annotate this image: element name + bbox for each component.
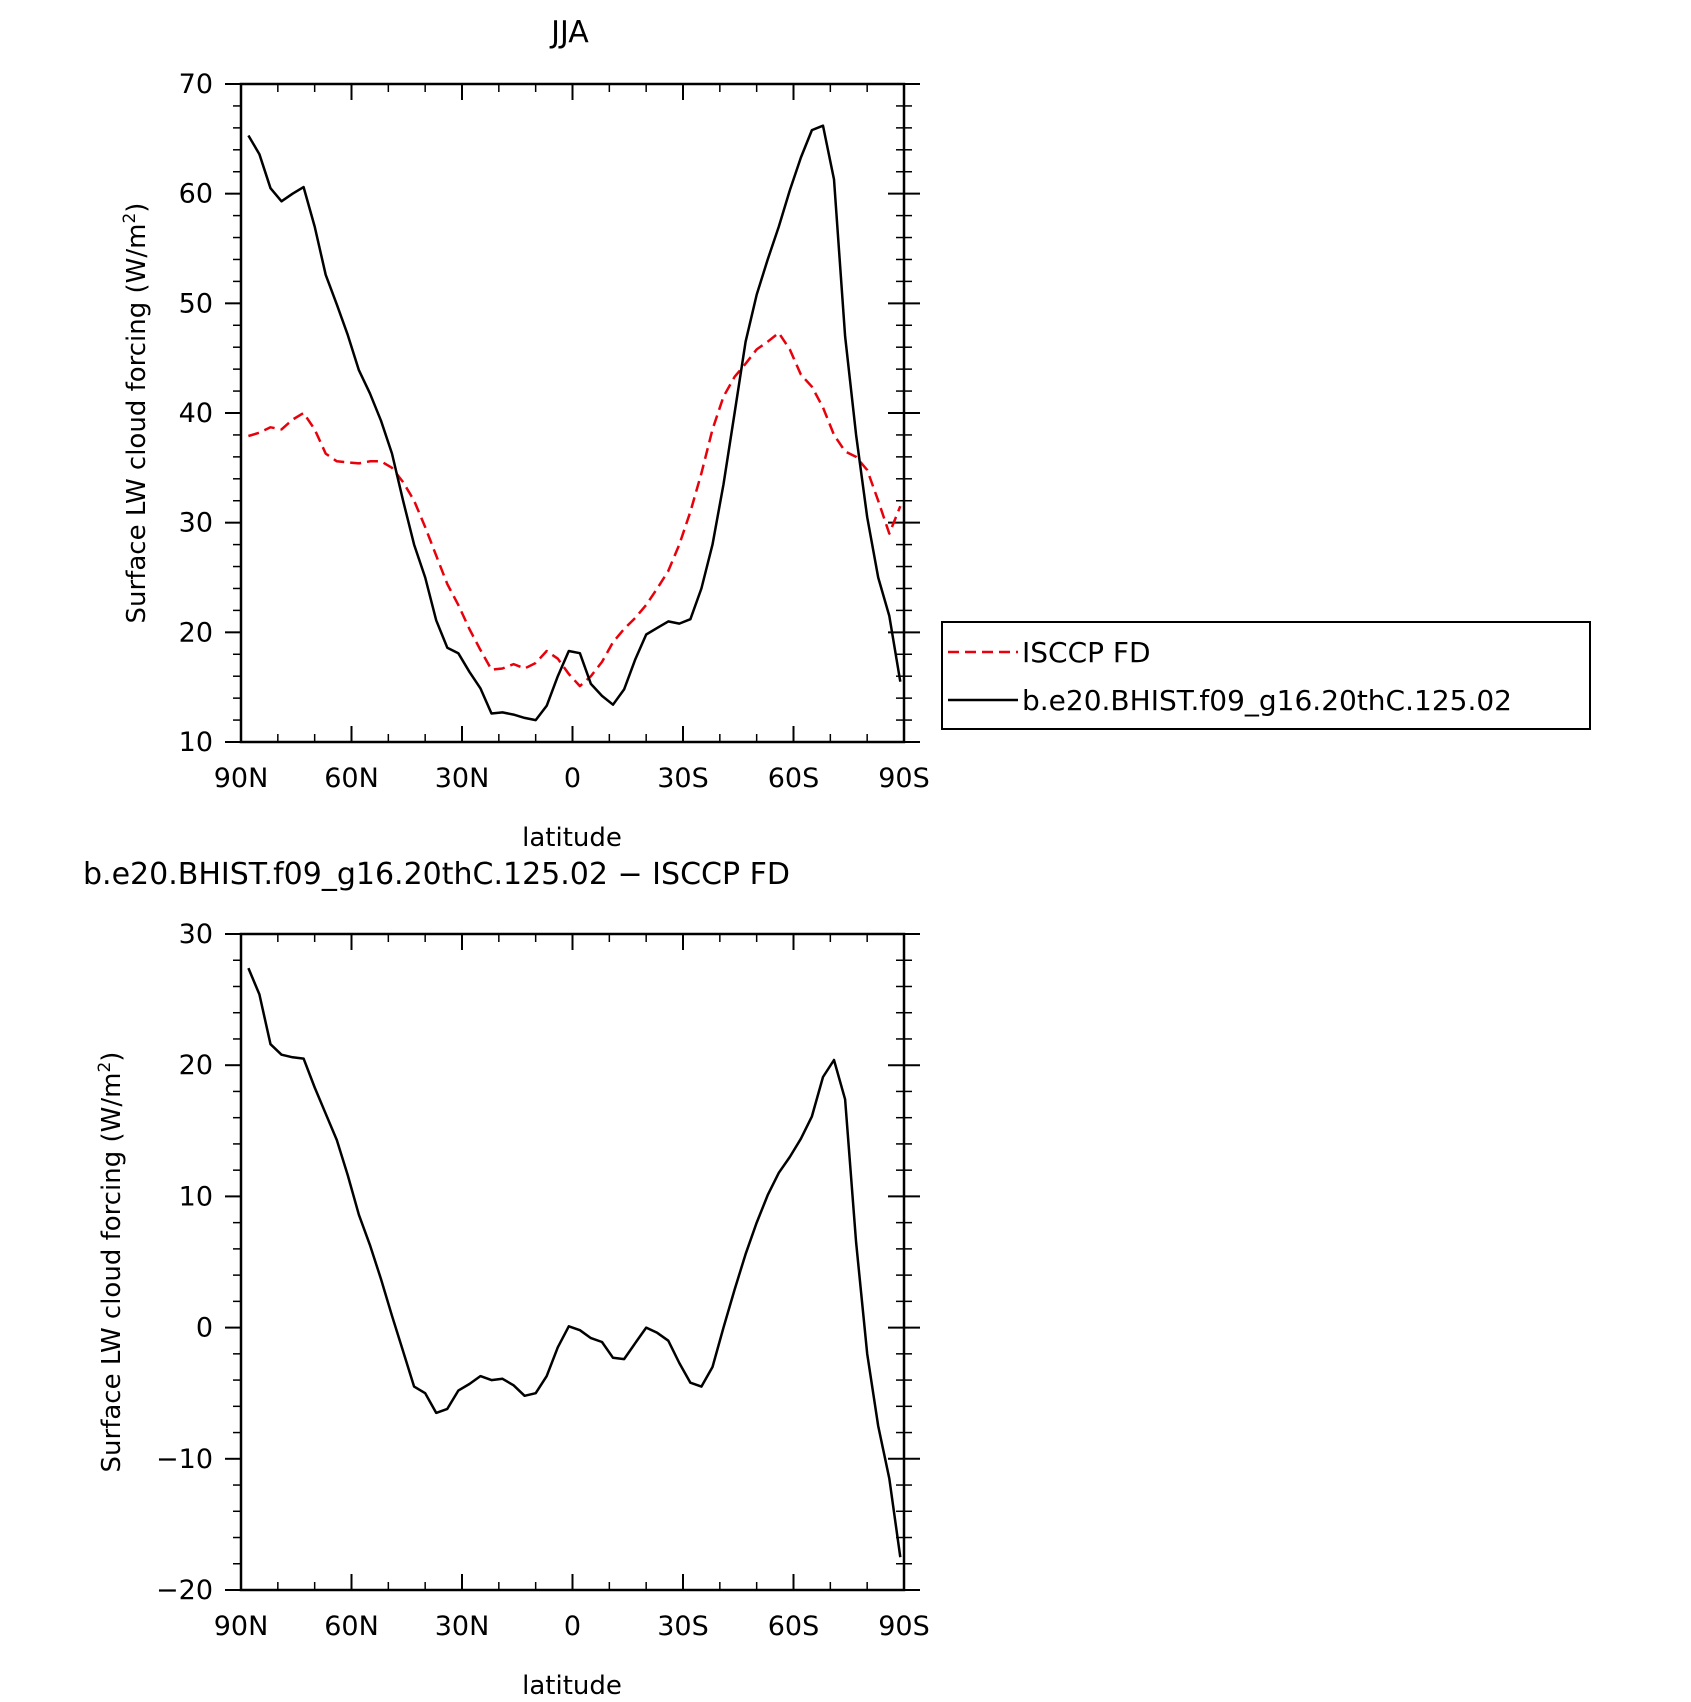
- bottom-chart-y-tick-label: 20: [179, 1050, 213, 1081]
- top-chart-y-tick-label: 30: [179, 508, 213, 539]
- top-chart-panel: JJA 90N 60N 30N 0 30S 60S 90S 10 20 30 40 50 60 70 la…: [120, 15, 930, 853]
- legend-label-model: b.e20.BHIST.f09_g16.20thC.125.02: [1022, 684, 1512, 717]
- bottom-chart-x-tick-label: 90N: [214, 1611, 269, 1642]
- top-chart-title: JJA: [549, 15, 589, 50]
- top-chart-series-line-2: [247, 124, 902, 722]
- bottom-chart-plot-frame: [239, 932, 906, 1592]
- top-chart-x-tick-label: 0: [564, 763, 581, 794]
- top-chart-y-tick-label: 40: [179, 398, 213, 429]
- bottom-chart-series-group: [247, 967, 902, 1558]
- bottom-chart-x-tick-label: 60S: [768, 1611, 820, 1642]
- bottom-chart-y-tick-label: 0: [196, 1313, 213, 1344]
- top-chart-y-tick-label: 60: [179, 179, 213, 210]
- top-chart-axes: 90N 60N 30N 0 30S 60S 90S 10 20 30 40 50 60 70: [179, 69, 930, 794]
- bottom-chart-x-tick-label: 30N: [435, 1611, 490, 1642]
- top-chart-legend: ISCCP FD b.e20.BHIST.f09_g16.20thC.125.0…: [941, 621, 1591, 730]
- top-chart-x-tick-label: 90N: [214, 763, 269, 794]
- top-chart-x-tick-label: 60S: [768, 763, 820, 794]
- top-chart-y-axis-label: Surface LW cloud forcing (W/m2): [120, 203, 152, 624]
- legend-label-isccp-fd: ISCCP FD: [1022, 636, 1151, 669]
- top-chart-x-tick-label: 30N: [435, 763, 490, 794]
- top-chart-x-tick-label: 30S: [657, 763, 709, 794]
- bottom-chart-x-tick-label: 0: [564, 1611, 581, 1642]
- top-chart-y-tick-label: 50: [179, 288, 213, 319]
- top-chart-y-tick-label: 70: [179, 69, 213, 100]
- top-chart-y-tick-label: 20: [179, 617, 213, 648]
- bottom-chart-axes: 90N 60N 30N 0 30S 60S 90S −20 −10 0 10 20 30: [156, 919, 930, 1642]
- legend-box: [941, 621, 1591, 730]
- bottom-chart-y-tick-label: −10: [156, 1444, 213, 1475]
- top-chart-series-group: [247, 124, 902, 722]
- bottom-chart-y-axis-label: Surface LW cloud forcing (W/m2): [95, 1052, 127, 1473]
- top-chart-plot-frame: [239, 82, 906, 744]
- bottom-chart-title: b.e20.BHIST.f09_g16.20thC.125.02 − ISCCP…: [83, 857, 790, 892]
- bottom-chart-series-line-1: [247, 967, 902, 1558]
- top-chart-x-tick-label: 60N: [324, 763, 379, 794]
- bottom-chart-x-tick-label: 60N: [324, 1611, 379, 1642]
- bottom-chart-y-tick-label: 30: [179, 919, 213, 950]
- top-chart-x-axis-label: latitude: [522, 823, 622, 853]
- bottom-chart-x-tick-label: 30S: [657, 1611, 709, 1642]
- top-chart-x-tick-label: 90S: [878, 763, 930, 794]
- bottom-chart-x-axis-label: latitude: [522, 1671, 622, 1701]
- top-chart-y-tick-label: 10: [179, 727, 213, 758]
- top-chart-series-line-1: [248, 331, 902, 688]
- bottom-chart-y-tick-label: 10: [179, 1181, 213, 1212]
- bottom-chart-y-tick-label: −20: [156, 1575, 213, 1606]
- bottom-chart-x-tick-label: 90S: [878, 1611, 930, 1642]
- bottom-chart-panel: b.e20.BHIST.f09_g16.20thC.125.02 − ISCCP…: [83, 857, 930, 1701]
